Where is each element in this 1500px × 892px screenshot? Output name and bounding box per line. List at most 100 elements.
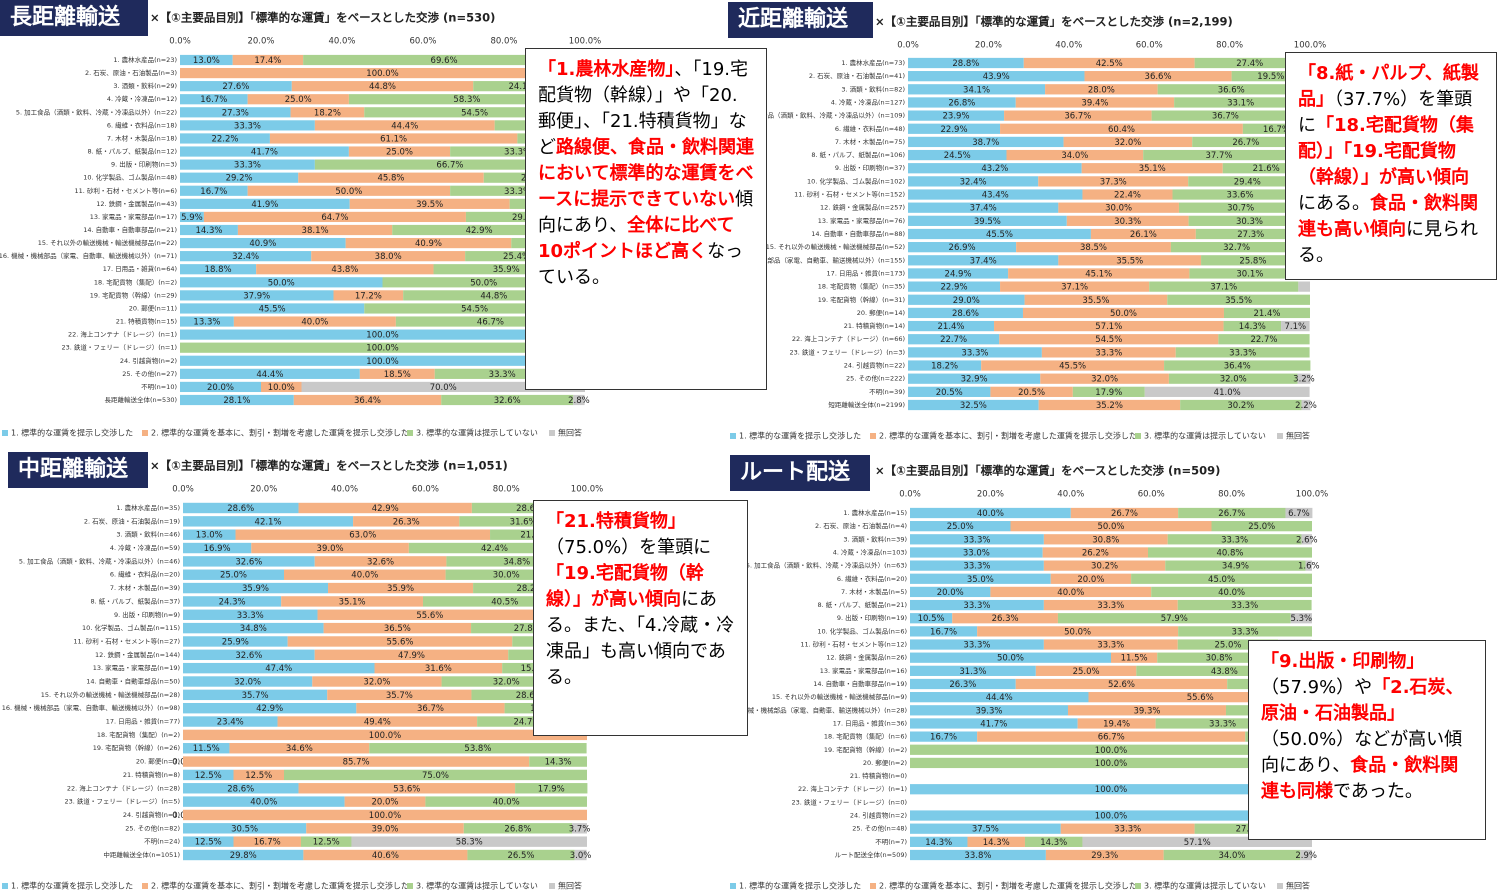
value-label: 38.0% <box>375 252 402 262</box>
category-label: 1. 農林水産品(n=15) <box>843 508 907 517</box>
value-label: 13.3% <box>193 318 220 328</box>
category-label: 23. 鉄道・フェリー（ドレージ）(n=1) <box>61 343 177 352</box>
value-label: 30.3% <box>1114 217 1141 227</box>
category-label: 18. 宅配貨物（集配）(n=35) <box>818 282 905 291</box>
x-tick-label: 60.0% <box>409 37 436 47</box>
category-label: 1. 農林水産品(n=35) <box>116 503 180 512</box>
bar-segment <box>1082 189 1173 200</box>
value-label: 33.3% <box>963 535 990 545</box>
bar-segment <box>312 676 442 687</box>
value-label: 34.9% <box>1222 562 1249 572</box>
value-label: 26.9% <box>949 243 976 253</box>
value-label: 26.7% <box>1218 509 1245 519</box>
value-label: 2.8% <box>568 396 590 406</box>
category-label: 13. 家電品・家電部品(n=19) <box>93 663 180 672</box>
value-label: 25.0% <box>285 95 312 105</box>
bar-segment <box>1000 123 1243 134</box>
callout-text: 全体に比べて10ポイントほど高く <box>538 215 735 262</box>
bar-segment <box>1023 57 1195 69</box>
bar-segment <box>908 281 1001 292</box>
bar-segment <box>1077 718 1156 729</box>
bar-segment <box>1177 599 1312 611</box>
category-label: 12. 鉄鋼・金属製品(n=257) <box>820 203 905 212</box>
value-label: 12.5% <box>195 838 222 848</box>
value-label: 16.9% <box>204 544 231 554</box>
bar-segment <box>471 502 588 514</box>
bar-segment <box>1211 521 1312 532</box>
bar-segment <box>290 107 365 118</box>
bar-segment <box>183 849 304 861</box>
category-label: 13. 家電品・家電部品(n=76) <box>818 216 905 225</box>
value-label: 33.3% <box>1097 641 1124 651</box>
bar-segment <box>180 224 238 236</box>
bar-segment <box>1167 294 1310 305</box>
legend-label: 無回答 <box>1286 881 1310 891</box>
bar-segment <box>1155 718 1290 729</box>
category-label: 6. 繊維・衣料品(n=20) <box>110 570 180 579</box>
value-label: 33.0% <box>963 548 990 558</box>
value-label: 100.0% <box>366 344 398 354</box>
category-label: 9. 出版・印刷物(n=19) <box>837 613 907 622</box>
value-label: 100.0% <box>369 731 401 741</box>
bar-segment <box>298 783 516 794</box>
category-label: 22. 海上コンテナ（ドレージ）(n=28) <box>67 783 180 792</box>
bar-segment <box>291 81 474 92</box>
value-label: 37.7% <box>1205 151 1232 161</box>
bar-segment <box>311 251 466 262</box>
bar-segment <box>180 264 257 275</box>
legend-swatch <box>142 430 148 436</box>
callout-text: 「19.宅配貨物（幹線）」が高い傾向 <box>546 563 704 610</box>
bar-segment <box>327 689 472 701</box>
bar-segment <box>183 502 299 514</box>
value-label: 33.3% <box>1095 348 1122 358</box>
bar-segment <box>359 368 435 379</box>
bar-segment <box>1066 215 1189 226</box>
value-label: 39.5% <box>974 217 1001 227</box>
value-label: 64.7% <box>321 213 348 223</box>
bar-segment <box>908 307 1023 319</box>
bar-segment <box>180 277 383 288</box>
bar-segment <box>183 702 357 714</box>
x-tick-label: 40.0% <box>331 485 358 495</box>
value-label: 45.5% <box>1059 362 1086 372</box>
callout-text: （57.9%）や <box>1261 677 1373 698</box>
value-label: 12.5% <box>245 771 272 781</box>
bar-segment <box>364 107 585 118</box>
value-label: 28.6% <box>227 504 254 514</box>
bar-segment <box>910 744 1312 755</box>
bar-segment <box>183 582 329 594</box>
value-label: 40.0% <box>301 318 328 328</box>
bar-segment <box>247 94 349 105</box>
value-label: 14.3% <box>545 758 572 768</box>
value-label: 16.7% <box>200 95 227 105</box>
legend-swatch <box>870 883 876 889</box>
value-label: 33.3% <box>963 641 990 651</box>
callout-text: （50.0%）などが高い傾向にあり、 <box>1261 729 1463 776</box>
value-label: 16.7% <box>254 838 281 848</box>
bar-segment <box>1218 334 1310 345</box>
bar-segment <box>434 368 570 379</box>
x-tick-label: 80.0% <box>1216 41 1243 51</box>
category-label: 23. 鉄道・フェリー（ドレージ）(n=3) <box>789 347 905 356</box>
bar-segment <box>952 613 1058 624</box>
callout-text: 、「19.宅配貨物（幹線）」や「20.郵便」、「21.特積貨物」など <box>538 59 749 158</box>
bar-segment <box>910 560 1044 571</box>
bar-segment <box>1167 534 1302 545</box>
bar-segment <box>910 599 1044 611</box>
value-label: 20.0% <box>371 798 398 808</box>
bar-segment <box>229 743 370 754</box>
value-label: 66.7% <box>1098 733 1125 743</box>
callout-text: であった。 <box>1333 781 1423 802</box>
category-label: 9. 出版・印刷物(n=9) <box>114 610 180 619</box>
value-label: 21.4% <box>938 322 965 332</box>
value-label: 25.0% <box>220 571 247 581</box>
category-label: 21. 特積貨物(n=0) <box>850 771 907 780</box>
category-label: 22. 海上コンテナ（ドレージ）(n=66) <box>792 334 905 343</box>
chart-title: ×【①主要品目別】「標準的な運賃」をベースとした交渉 (n=530) <box>150 11 495 25</box>
value-label: 16.7% <box>200 187 227 197</box>
value-label: 69.6% <box>431 56 458 66</box>
value-label: 45.5% <box>986 230 1013 240</box>
bar-segment <box>235 529 491 540</box>
bar-segment <box>465 251 568 262</box>
category-label: 14. 自動車・自動車部品(n=19) <box>813 679 907 688</box>
